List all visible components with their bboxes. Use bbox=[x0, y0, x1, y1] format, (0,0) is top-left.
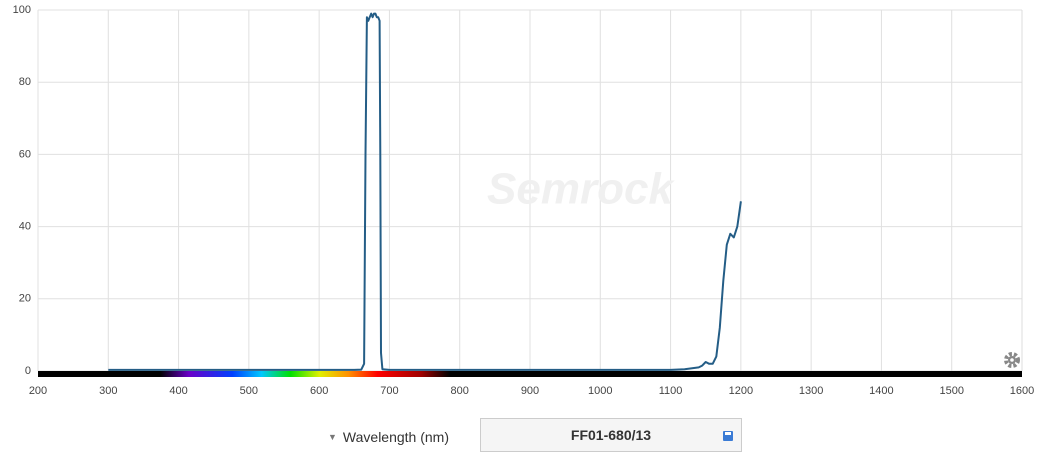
x-tick-label: 900 bbox=[521, 385, 539, 397]
y-tick-label: 60 bbox=[19, 148, 31, 160]
filter-button[interactable]: FF01-680/13 bbox=[480, 418, 742, 452]
x-tick-label: 300 bbox=[99, 385, 117, 397]
x-tick-label: 1200 bbox=[729, 385, 753, 397]
x-tick-label: 1600 bbox=[1010, 385, 1034, 397]
series-line bbox=[108, 12, 742, 371]
filter-name: FF01-680/13 bbox=[570, 427, 652, 443]
visible-spectrum bbox=[160, 371, 450, 377]
x-tick-label: 800 bbox=[451, 385, 469, 397]
y-tick-label: 40 bbox=[19, 221, 31, 233]
x-tick-label: 1000 bbox=[588, 385, 612, 397]
x-tick-label: 1500 bbox=[939, 385, 963, 397]
settings-icon[interactable] bbox=[1004, 352, 1020, 368]
x-tick-label: 1100 bbox=[659, 385, 683, 397]
x-tick-label: 400 bbox=[169, 385, 187, 397]
y-tick-label: 20 bbox=[19, 293, 31, 305]
y-tick-label: 0 bbox=[25, 365, 31, 377]
x-tick-label: 200 bbox=[29, 385, 47, 397]
y-tick-label: 80 bbox=[19, 76, 31, 88]
spectrum-bar bbox=[38, 371, 1022, 377]
save-icon bbox=[723, 431, 733, 441]
x-tick-label: 1300 bbox=[799, 385, 823, 397]
x-tick-label: 500 bbox=[240, 385, 258, 397]
chart: Semrock 0 20 40 60 80 100 200 300 400 500 600 700 80… bbox=[13, 4, 1035, 397]
x-tick-label: 600 bbox=[310, 385, 328, 397]
dropdown-label: Wavelength (nm) bbox=[342, 429, 449, 445]
x-tick-label: 1400 bbox=[869, 385, 893, 397]
x-tick-label: 700 bbox=[380, 385, 398, 397]
y-tick-label: 100 bbox=[13, 4, 31, 16]
axis-dropdown[interactable]: ▼ Wavelength (nm) bbox=[328, 429, 449, 445]
watermark: Semrock bbox=[487, 165, 675, 214]
